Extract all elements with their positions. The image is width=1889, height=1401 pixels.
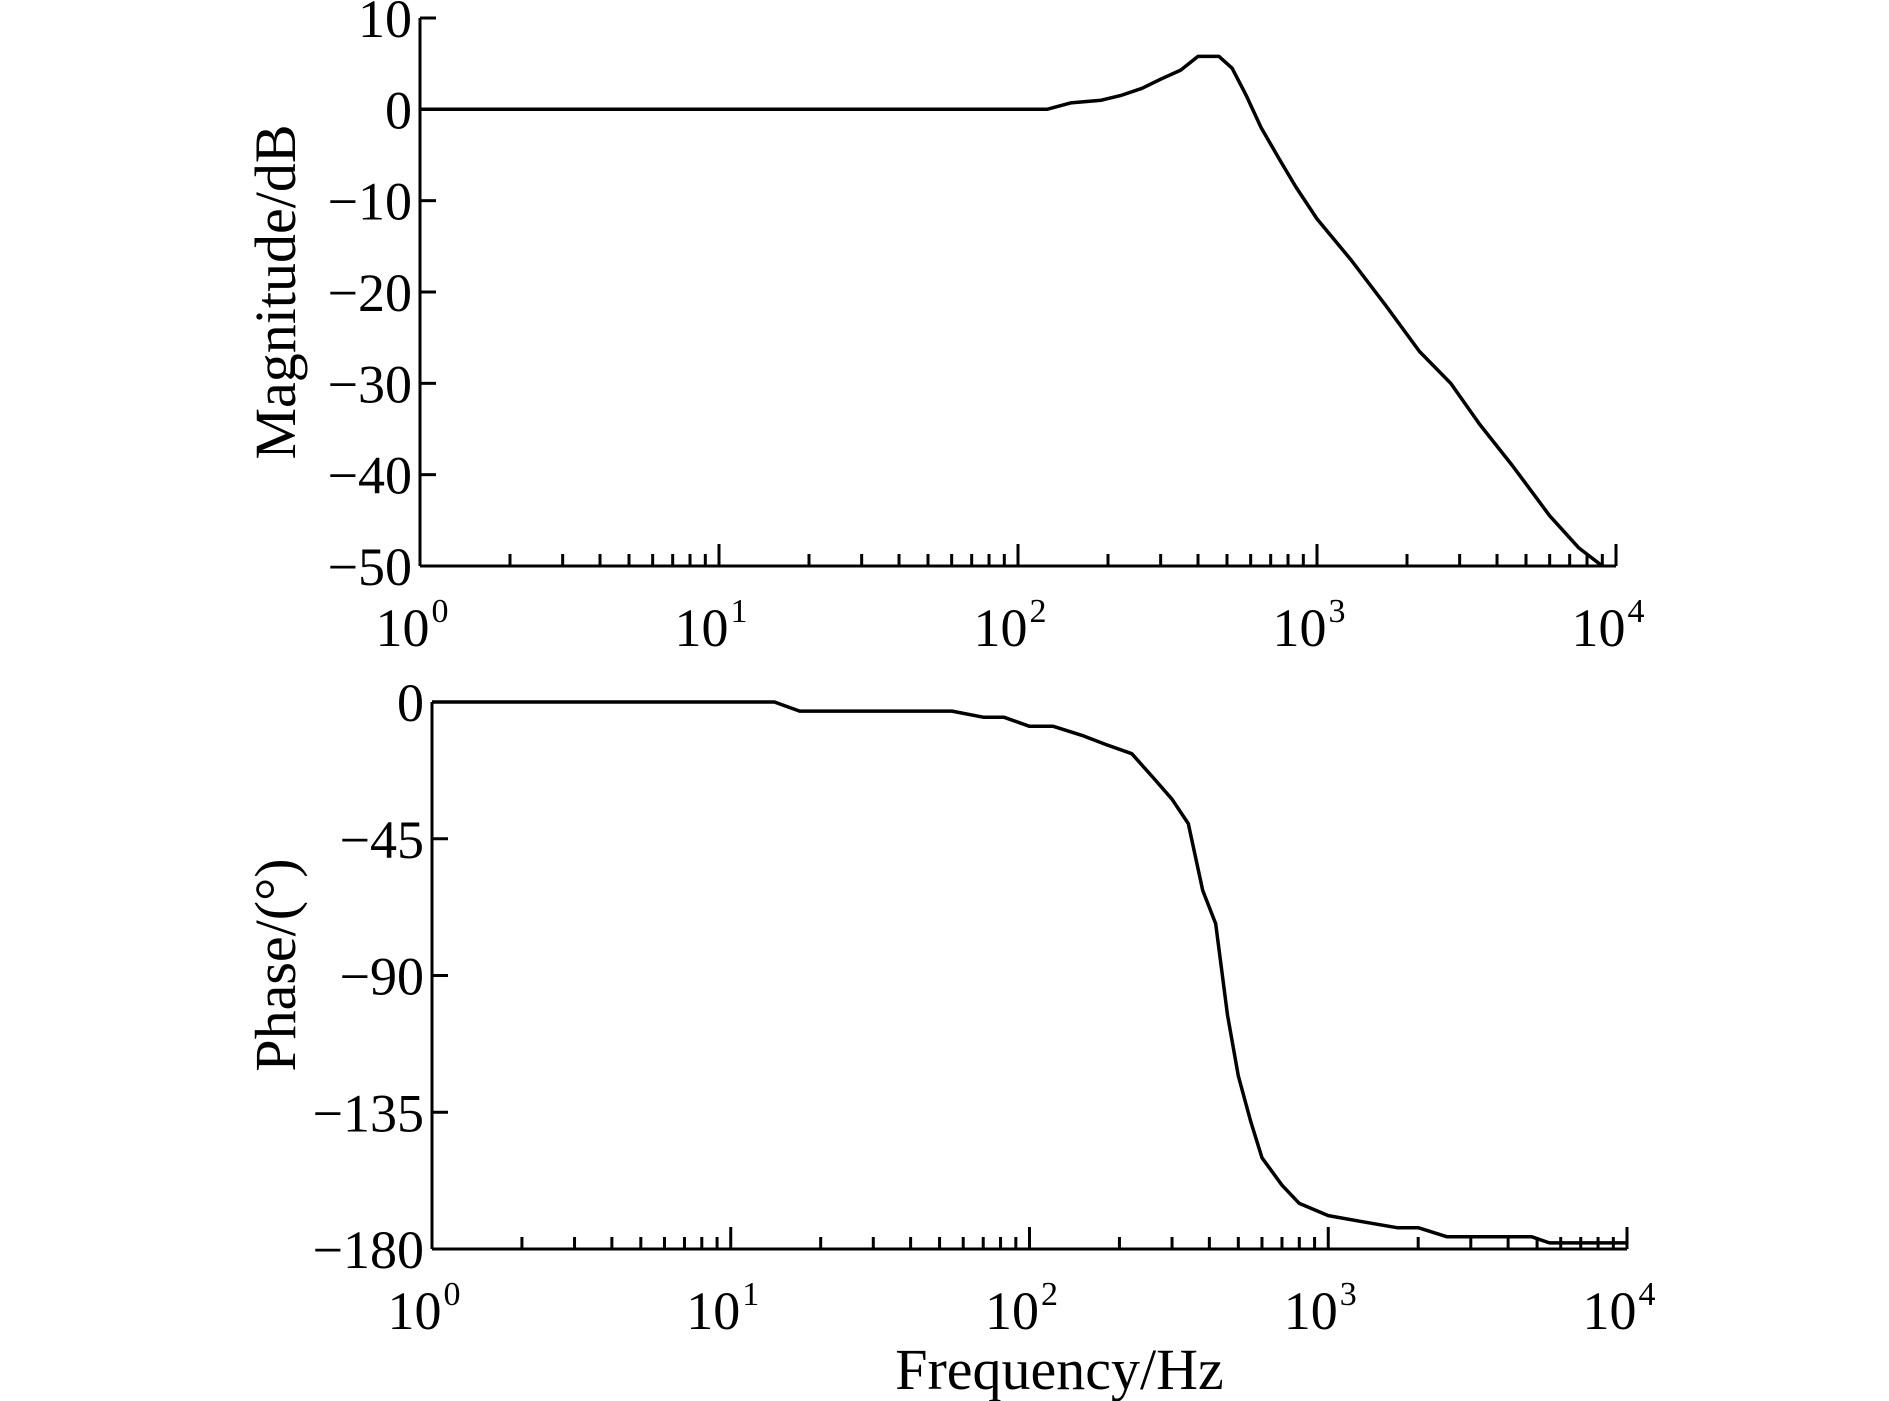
- magnitude-x-tick-label: 101: [675, 593, 748, 658]
- magnitude-y-tick-label: −40: [328, 446, 412, 506]
- magnitude-x-tick-label: 103: [1273, 593, 1346, 658]
- magnitude-x-tick-label: 100: [376, 593, 449, 658]
- magnitude-x-tick-exponent: 0: [432, 593, 449, 630]
- magnitude-y-tick-label: −30: [328, 354, 412, 414]
- magnitude-x-tick-label: 104: [1572, 593, 1645, 658]
- phase-x-tick-exponent: 2: [1041, 1276, 1058, 1313]
- phase-x-tick-exponent: 3: [1340, 1276, 1357, 1313]
- magnitude-curve: [420, 54, 1604, 568]
- magnitude-y-tick-label: −50: [328, 537, 412, 597]
- phase-x-tick-label: 101: [686, 1276, 759, 1341]
- phase-x-tick-exponent: 1: [742, 1276, 759, 1313]
- magnitude-x-tick-exponent: 3: [1329, 593, 1346, 630]
- phase-x-tick-label: 102: [985, 1276, 1058, 1341]
- magnitude-y-tick-label: 10: [358, 0, 412, 49]
- phase-x-tick-label: 104: [1583, 1276, 1656, 1341]
- phase-x-axis-title: Frequency/Hz: [895, 1337, 1224, 1401]
- phase-y-tick-label: −135: [313, 1083, 424, 1143]
- magnitude-x-tick-exponent: 1: [731, 593, 748, 630]
- phase-x-tick-label: 100: [388, 1276, 461, 1341]
- phase-x-tick-exponent: 4: [1639, 1276, 1656, 1313]
- phase-y-tick-label: −45: [340, 810, 424, 870]
- magnitude-x-tick-exponent: 4: [1628, 593, 1645, 630]
- phase-x-tick-label: 103: [1284, 1276, 1357, 1341]
- magnitude-y-tick-label: −10: [328, 172, 412, 232]
- phase-y-tick-label: −90: [340, 947, 424, 1007]
- magnitude-y-axis-title: Magnitude/dB: [243, 124, 308, 459]
- phase-x-tick-exponent: 0: [444, 1276, 461, 1313]
- phase-y-tick-label: 0: [397, 673, 424, 733]
- magnitude-y-tick-label: 0: [385, 80, 412, 140]
- phase-y-axis-title: Phase/(°): [243, 858, 308, 1071]
- magnitude-y-tick-label: −20: [328, 263, 412, 323]
- phase-curve: [432, 700, 1627, 1245]
- magnitude-x-tick-label: 102: [974, 593, 1047, 658]
- magnitude-x-tick-exponent: 2: [1030, 593, 1047, 630]
- phase-y-tick-label: −180: [313, 1220, 424, 1280]
